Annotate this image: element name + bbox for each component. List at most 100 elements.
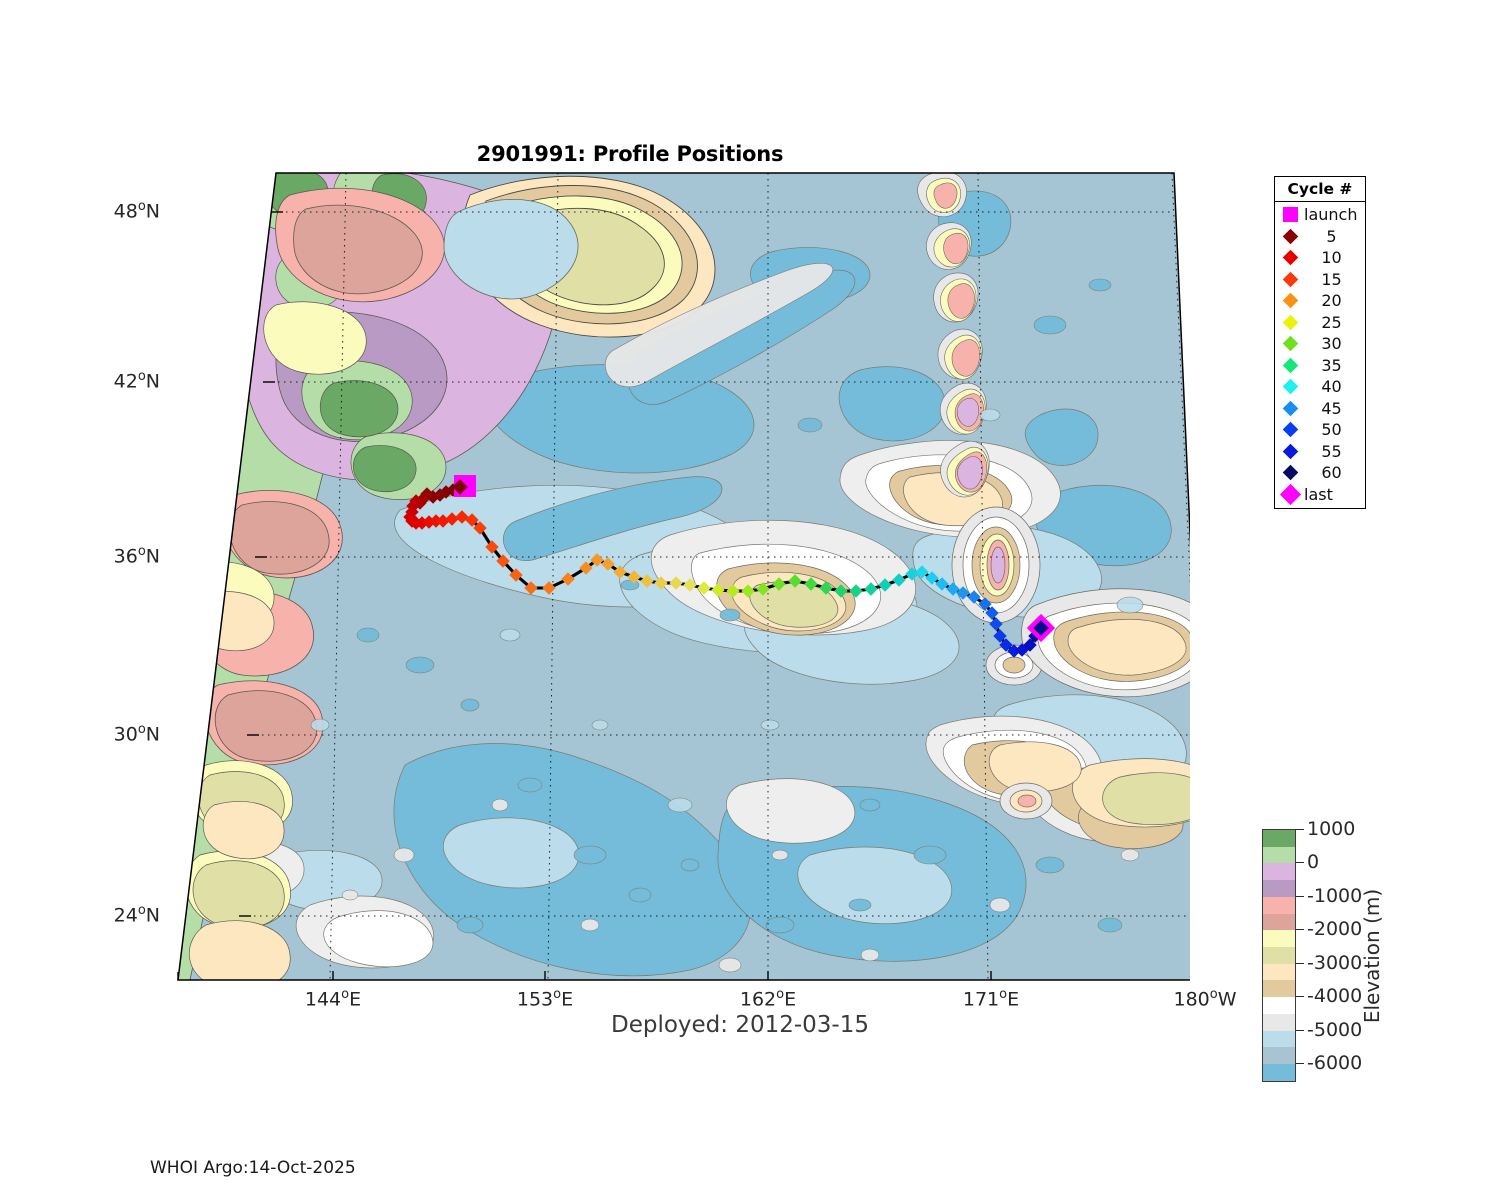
- track-point-marker[interactable]: [772, 577, 786, 591]
- track-point-marker[interactable]: [496, 554, 510, 568]
- track-point-marker[interactable]: [436, 514, 450, 528]
- track-point-marker[interactable]: [524, 581, 538, 595]
- track-point-marker[interactable]: [601, 557, 615, 571]
- track-point-marker[interactable]: [561, 572, 575, 586]
- colorbar-tick-label: -2000: [1307, 918, 1363, 941]
- legend-item-label: 50: [1321, 420, 1342, 440]
- track-point-marker[interactable]: [627, 570, 641, 584]
- legend-item[interactable]: 55: [1275, 441, 1365, 463]
- track-point-marker[interactable]: [455, 510, 469, 524]
- legend-item[interactable]: 25: [1275, 312, 1365, 334]
- bathymetry-map[interactable]: [170, 165, 1190, 990]
- page-title: 2901991: Profile Positions: [476, 142, 784, 166]
- track-point-marker[interactable]: [967, 590, 981, 604]
- track-point-marker[interactable]: [905, 567, 919, 581]
- track-point-marker[interactable]: [956, 586, 970, 600]
- track-point-marker[interactable]: [993, 629, 1007, 643]
- track-point-marker[interactable]: [1033, 620, 1049, 636]
- legend-item[interactable]: 35: [1275, 355, 1365, 377]
- cycle-diamond-icon: [1279, 421, 1301, 438]
- track-point-marker[interactable]: [473, 521, 487, 535]
- cycle-diamond-icon: [1279, 400, 1301, 417]
- legend-item[interactable]: 45: [1275, 398, 1365, 420]
- track-point-marker[interactable]: [915, 565, 929, 579]
- legend-item-label: 10: [1321, 248, 1342, 268]
- track-point-marker[interactable]: [711, 583, 725, 597]
- legend-item[interactable]: launch: [1275, 204, 1365, 226]
- colorbar-segment: [1263, 963, 1295, 981]
- track-point-marker[interactable]: [849, 584, 863, 598]
- legend-item[interactable]: 15: [1275, 269, 1365, 291]
- track-point-marker[interactable]: [804, 577, 818, 591]
- track-point-marker[interactable]: [654, 576, 668, 590]
- track-point-marker[interactable]: [925, 571, 939, 585]
- track-point-marker[interactable]: [756, 582, 770, 596]
- colorbar-segment: [1263, 1013, 1295, 1031]
- x-tick-label: 180oW: [1173, 987, 1237, 1011]
- track-point-marker[interactable]: [485, 540, 499, 554]
- track-point-marker[interactable]: [590, 553, 604, 567]
- track-markers: [403, 480, 1046, 658]
- track-point-marker[interactable]: [445, 512, 459, 526]
- track-point-marker[interactable]: [834, 584, 848, 598]
- y-tick-label: 48oN: [113, 199, 160, 223]
- legend-item[interactable]: 60: [1275, 462, 1365, 484]
- colorbar-tick-label: -3000: [1307, 951, 1363, 974]
- track-point-marker[interactable]: [935, 577, 949, 591]
- track-point-marker[interactable]: [892, 573, 906, 587]
- track-point-marker[interactable]: [465, 513, 479, 527]
- track-point-marker[interactable]: [985, 606, 999, 620]
- legend-item[interactable]: 40: [1275, 376, 1365, 398]
- legend-item-label: launch: [1304, 205, 1358, 225]
- track-point-marker[interactable]: [864, 582, 878, 596]
- cycle-diamond-icon: [1279, 357, 1301, 374]
- colorbar-ticks: 1000 0 -1000 -2000 -3000 -4000 -5000 -6000: [1296, 818, 1386, 1082]
- track-point-marker[interactable]: [878, 578, 892, 592]
- track-point-marker[interactable]: [1023, 638, 1037, 652]
- track-point-marker[interactable]: [429, 514, 443, 528]
- cycle-legend[interactable]: Cycle # launch 5 10 15 20 25 30 35 40 45 50 55 60 las…: [1274, 176, 1366, 509]
- legend-item[interactable]: 5: [1275, 226, 1365, 248]
- colorbar-tick-label: -5000: [1307, 1018, 1363, 1041]
- track-point-marker[interactable]: [683, 578, 697, 592]
- x-tick-label: 162oE: [739, 987, 797, 1011]
- colorbar-segment: [1263, 947, 1295, 964]
- track-point-marker[interactable]: [613, 565, 627, 579]
- legend-item[interactable]: 30: [1275, 333, 1365, 355]
- track-point-marker[interactable]: [697, 581, 711, 595]
- track-point-marker[interactable]: [788, 574, 802, 588]
- track-point-marker[interactable]: [640, 574, 654, 588]
- map-panel[interactable]: 48oN 42oN 36oN 30oN 24oN 144oE 153oE 162oE 171o…: [114, 165, 1237, 1010]
- colorbar-segment: [1263, 896, 1295, 914]
- legend-item[interactable]: 50: [1275, 419, 1365, 441]
- colorbar-tick-mark: [1296, 996, 1304, 998]
- legend-item[interactable]: 10: [1275, 247, 1365, 269]
- legend-item-label: last: [1304, 484, 1333, 504]
- track-point-marker[interactable]: [669, 576, 683, 590]
- track-point-marker[interactable]: [1007, 644, 1021, 658]
- legend-item[interactable]: 20: [1275, 290, 1365, 312]
- legend-items: launch 5 10 15 20 25 30 35 40 45 50 55 60 last: [1275, 202, 1365, 508]
- colorbar-segment: [1263, 846, 1295, 864]
- cycle-diamond-icon: [1279, 228, 1301, 245]
- colorbar-segment: [1263, 1030, 1295, 1048]
- legend-item-label: 5: [1326, 226, 1337, 246]
- track-point-marker[interactable]: [542, 581, 556, 595]
- legend-item-label: 35: [1321, 355, 1342, 375]
- colorbar-tick-mark: [1296, 929, 1304, 931]
- legend-item-label: 45: [1321, 398, 1342, 418]
- legend-item[interactable]: last: [1275, 483, 1365, 506]
- track-point-marker[interactable]: [726, 584, 740, 598]
- track-point-marker[interactable]: [579, 561, 593, 575]
- track-point-marker[interactable]: [741, 584, 755, 598]
- track-point-marker[interactable]: [989, 617, 1003, 631]
- track-point-marker[interactable]: [819, 581, 833, 595]
- float-track: [403, 475, 1056, 658]
- y-tick-label: 42oN: [113, 369, 160, 393]
- track-point-marker[interactable]: [999, 638, 1013, 652]
- track-point-marker[interactable]: [946, 582, 960, 596]
- legend-item-label: 30: [1321, 334, 1342, 354]
- track-point-marker[interactable]: [978, 597, 992, 611]
- colorbar-tick-mark: [1296, 862, 1304, 864]
- track-point-marker[interactable]: [509, 568, 523, 582]
